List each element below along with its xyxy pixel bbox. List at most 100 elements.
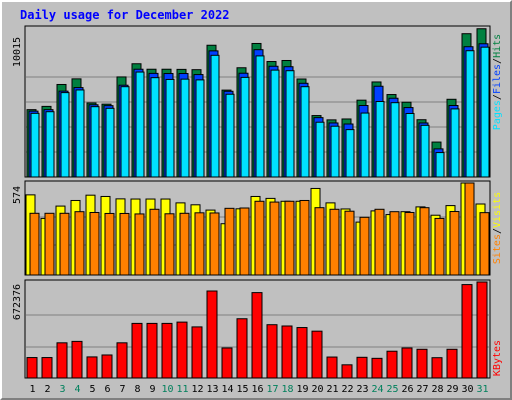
y-max-label-sites: 574	[12, 186, 23, 204]
bar-sites-12	[194, 212, 205, 276]
bar-pages-5	[90, 106, 100, 178]
bar-sites-15	[239, 207, 250, 276]
legend-middle-part-3: Visits	[492, 192, 503, 228]
x-tick-label-17: 17	[266, 384, 278, 395]
bar-sites-4	[74, 211, 85, 276]
bar-sites-28	[434, 217, 445, 276]
bar-pages-26	[405, 112, 415, 178]
x-tick-label-31: 31	[476, 384, 488, 395]
legend-top-part-2: /	[492, 94, 503, 100]
chart-title: Daily usage for December 2022	[20, 8, 230, 22]
x-tick-label-3: 3	[59, 384, 65, 395]
bar-sites-2	[44, 212, 55, 276]
legend-middle-part-1: Sites	[492, 234, 503, 264]
x-tick-label-6: 6	[104, 384, 110, 395]
bar-sites-24	[374, 208, 385, 276]
bar-kbytes-16	[251, 292, 263, 379]
bar-pages-14	[225, 93, 235, 178]
bar-kbytes-23	[356, 356, 368, 379]
bar-sites-8	[134, 213, 145, 276]
bar-kbytes-2	[41, 357, 53, 379]
bar-pages-8	[135, 71, 145, 178]
bar-pages-10	[165, 78, 175, 178]
bar-sites-26	[404, 211, 415, 276]
x-tick-label-26: 26	[401, 384, 413, 395]
bar-kbytes-27	[416, 348, 428, 379]
x-tick-label-30: 30	[461, 384, 473, 395]
bar-kbytes-9	[146, 322, 158, 379]
bar-sites-10	[164, 213, 175, 276]
bar-sites-3	[59, 212, 70, 276]
bar-pages-11	[180, 78, 190, 178]
bar-kbytes-17	[266, 324, 278, 379]
bar-kbytes-12	[191, 326, 203, 379]
bar-kbytes-24	[371, 357, 383, 379]
bar-pages-3	[60, 92, 70, 178]
bar-sites-29	[449, 211, 460, 276]
x-tick-label-12: 12	[191, 384, 203, 395]
bar-pages-1	[30, 112, 40, 178]
bar-pages-25	[390, 102, 400, 178]
legend-middle-part-2: /	[492, 228, 503, 234]
x-tick-label-16: 16	[251, 384, 263, 395]
x-tick-label-4: 4	[74, 384, 80, 395]
bar-pages-23	[360, 112, 370, 178]
bar-sites-19	[299, 199, 310, 276]
x-tick-label-29: 29	[446, 384, 458, 395]
bar-pages-22	[345, 129, 355, 178]
bar-sites-9	[149, 208, 160, 276]
legend-pages-files-hits: Pages/Files/Hits	[492, 34, 503, 130]
bar-sites-5	[89, 211, 100, 276]
bar-kbytes-21	[326, 356, 338, 379]
bar-pages-27	[420, 124, 430, 178]
x-tick-label-24: 24	[371, 384, 383, 395]
bar-pages-29	[450, 108, 460, 178]
bar-kbytes-28	[431, 357, 443, 379]
bar-kbytes-30	[461, 284, 473, 379]
bar-sites-25	[389, 211, 400, 276]
bar-pages-19	[300, 86, 310, 178]
x-tick-label-18: 18	[281, 384, 293, 395]
bar-kbytes-29	[446, 348, 458, 379]
bar-pages-28	[435, 152, 445, 178]
bar-kbytes-15	[236, 318, 248, 379]
bar-kbytes-31	[476, 281, 488, 379]
x-tick-label-13: 13	[206, 384, 218, 395]
x-tick-label-9: 9	[149, 384, 155, 395]
bar-sites-27	[419, 207, 430, 276]
bar-pages-4	[75, 89, 85, 178]
bar-kbytes-5	[86, 356, 98, 379]
x-tick-label-15: 15	[236, 384, 248, 395]
bar-sites-22	[344, 210, 355, 276]
x-tick-label-27: 27	[416, 384, 428, 395]
bar-sites-20	[314, 207, 325, 276]
x-tick-label-7: 7	[119, 384, 125, 395]
bar-kbytes-10	[161, 322, 173, 379]
bar-pages-9	[150, 77, 160, 178]
bar-kbytes-22	[341, 364, 353, 379]
x-tick-label-22: 22	[341, 384, 353, 395]
bar-pages-24	[375, 101, 385, 178]
legend-top-part-4: /	[492, 58, 503, 64]
bar-pages-17	[270, 69, 280, 178]
bar-kbytes-8	[131, 322, 143, 379]
bar-kbytes-18	[281, 325, 293, 379]
legend-top-part-1: Pages	[492, 100, 503, 130]
x-tick-label-21: 21	[326, 384, 338, 395]
bar-kbytes-25	[386, 350, 398, 379]
bar-sites-30	[464, 182, 475, 276]
x-tick-label-20: 20	[311, 384, 323, 395]
bar-pages-7	[120, 86, 130, 178]
bar-sites-7	[119, 212, 130, 276]
bar-sites-21	[329, 208, 340, 276]
legend-sites-visits: Sites/Visits	[492, 192, 503, 264]
x-tick-label-11: 11	[176, 384, 188, 395]
bar-kbytes-26	[401, 347, 413, 379]
x-tick-label-23: 23	[356, 384, 368, 395]
bar-kbytes-4	[71, 340, 83, 379]
bar-kbytes-13	[206, 290, 218, 379]
x-tick-label-1: 1	[29, 384, 35, 395]
x-tick-label-2: 2	[44, 384, 50, 395]
bar-pages-12	[195, 79, 205, 178]
